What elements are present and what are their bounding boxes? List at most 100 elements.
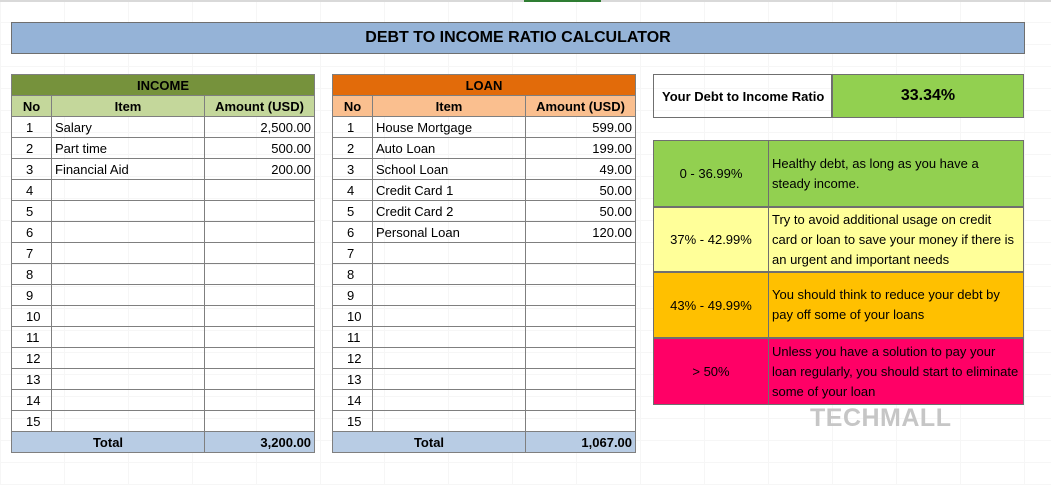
income-item-cell[interactable]: Part time — [51, 137, 205, 159]
income-row-number[interactable]: 6 — [11, 221, 52, 243]
ratio-value[interactable]: 33.34% — [832, 74, 1024, 118]
income-item-cell[interactable] — [51, 410, 205, 432]
loan-row-number[interactable]: 6 — [332, 221, 373, 243]
income-item-cell[interactable] — [51, 221, 205, 243]
loan-item-cell[interactable] — [372, 284, 526, 306]
income-item-cell[interactable] — [51, 368, 205, 390]
loan-amount-cell[interactable] — [524, 242, 637, 264]
loan-amount-cell[interactable]: 49.00 — [524, 158, 637, 180]
loan-amount-cell[interactable] — [524, 410, 637, 432]
loan-item-cell[interactable]: School Loan — [372, 158, 526, 180]
loan-row-number[interactable]: 11 — [332, 326, 373, 348]
income-item-cell[interactable] — [51, 389, 205, 411]
loan-item-cell[interactable]: House Mortgage — [372, 116, 526, 138]
income-amount-cell[interactable] — [203, 389, 316, 411]
income-row-number[interactable]: 1 — [11, 116, 52, 138]
loan-total-value[interactable]: 1,067.00 — [524, 431, 637, 453]
loan-row-number[interactable]: 15 — [332, 410, 373, 432]
income-amount-cell[interactable]: 200.00 — [203, 158, 316, 180]
loan-item-cell[interactable] — [372, 410, 526, 432]
income-amount-cell[interactable] — [203, 410, 316, 432]
income-amount-cell[interactable] — [203, 221, 316, 243]
income-row-number[interactable]: 11 — [11, 326, 52, 348]
income-item-cell[interactable] — [51, 284, 205, 306]
loan-row-number[interactable]: 7 — [332, 242, 373, 264]
income-row-number[interactable]: 5 — [11, 200, 52, 222]
income-row-number[interactable]: 12 — [11, 347, 52, 369]
loan-amount-cell[interactable] — [524, 284, 637, 306]
income-item-cell[interactable]: Financial Aid — [51, 158, 205, 180]
income-item-cell[interactable] — [51, 347, 205, 369]
loan-row-number[interactable]: 14 — [332, 389, 373, 411]
income-amount-cell[interactable]: 2,500.00 — [203, 116, 316, 138]
income-row-number[interactable]: 2 — [11, 137, 52, 159]
loan-item-cell[interactable] — [372, 389, 526, 411]
income-total-value[interactable]: 3,200.00 — [203, 431, 316, 453]
income-amount-cell[interactable] — [203, 200, 316, 222]
income-amount-cell[interactable] — [203, 284, 316, 306]
legend-row-healthy[interactable]: 0 - 36.99% Healthy debt, as long as you … — [653, 140, 1024, 207]
loan-amount-cell[interactable]: 199.00 — [524, 137, 637, 159]
income-amount-cell[interactable] — [203, 242, 316, 264]
income-row-number[interactable]: 8 — [11, 263, 52, 285]
income-row-number[interactable]: 14 — [11, 389, 52, 411]
income-amount-cell[interactable] — [203, 179, 316, 201]
income-item-cell[interactable] — [51, 200, 205, 222]
income-item-cell[interactable] — [51, 242, 205, 264]
income-row-number[interactable]: 7 — [11, 242, 52, 264]
loan-amount-cell[interactable]: 50.00 — [524, 200, 637, 222]
loan-amount-cell[interactable] — [524, 326, 637, 348]
ratio-label[interactable]: Your Debt to Income Ratio — [653, 74, 832, 118]
income-row-number[interactable]: 13 — [11, 368, 52, 390]
loan-amount-cell[interactable] — [524, 263, 637, 285]
loan-item-cell[interactable]: Credit Card 1 — [372, 179, 526, 201]
loan-item-cell[interactable] — [372, 347, 526, 369]
loan-item-cell[interactable] — [372, 263, 526, 285]
income-amount-cell[interactable] — [203, 326, 316, 348]
loan-row-number[interactable]: 8 — [332, 263, 373, 285]
income-row-number[interactable]: 4 — [11, 179, 52, 201]
income-amount-cell[interactable] — [203, 368, 316, 390]
loan-item-cell[interactable] — [372, 242, 526, 264]
loan-amount-cell[interactable] — [524, 305, 637, 327]
loan-item-cell[interactable]: Credit Card 2 — [372, 200, 526, 222]
income-row-number[interactable]: 10 — [11, 305, 52, 327]
income-amount-cell[interactable] — [203, 347, 316, 369]
loan-item-cell[interactable]: Personal Loan — [372, 221, 526, 243]
legend-row-caution[interactable]: 37% - 42.99% Try to avoid additional usa… — [653, 207, 1024, 272]
income-item-cell[interactable] — [51, 263, 205, 285]
loan-row-number[interactable]: 12 — [332, 347, 373, 369]
loan-row-number[interactable]: 1 — [332, 116, 373, 138]
loan-item-cell[interactable] — [372, 368, 526, 390]
income-row-number[interactable]: 15 — [11, 410, 52, 432]
loan-amount-cell[interactable]: 50.00 — [524, 179, 637, 201]
income-item-cell[interactable] — [51, 326, 205, 348]
loan-amount-cell[interactable] — [524, 368, 637, 390]
loan-amount-cell[interactable] — [524, 389, 637, 411]
loan-total-label[interactable]: Total — [332, 431, 526, 453]
income-amount-cell[interactable]: 500.00 — [203, 137, 316, 159]
loan-item-cell[interactable] — [372, 326, 526, 348]
income-row-number[interactable]: 3 — [11, 158, 52, 180]
loan-amount-cell[interactable]: 120.00 — [524, 221, 637, 243]
income-amount-cell[interactable] — [203, 305, 316, 327]
income-item-cell[interactable] — [51, 179, 205, 201]
income-row-number[interactable]: 9 — [11, 284, 52, 306]
loan-row-number[interactable]: 3 — [332, 158, 373, 180]
loan-item-cell[interactable]: Auto Loan — [372, 137, 526, 159]
legend-row-danger[interactable]: > 50% Unless you have a solution to pay … — [653, 338, 1024, 405]
loan-item-cell[interactable] — [372, 305, 526, 327]
loan-row-number[interactable]: 4 — [332, 179, 373, 201]
loan-row-number[interactable]: 2 — [332, 137, 373, 159]
loan-row-number[interactable]: 9 — [332, 284, 373, 306]
loan-row-number[interactable]: 5 — [332, 200, 373, 222]
income-total-label[interactable]: Total — [11, 431, 205, 453]
loan-row-number[interactable]: 13 — [332, 368, 373, 390]
loan-amount-cell[interactable] — [524, 347, 637, 369]
legend-row-warning[interactable]: 43% - 49.99% You should think to reduce … — [653, 272, 1024, 338]
loan-row-number[interactable]: 10 — [332, 305, 373, 327]
income-item-cell[interactable]: Salary — [51, 116, 205, 138]
income-item-cell[interactable] — [51, 305, 205, 327]
income-amount-cell[interactable] — [203, 263, 316, 285]
loan-amount-cell[interactable]: 599.00 — [524, 116, 637, 138]
